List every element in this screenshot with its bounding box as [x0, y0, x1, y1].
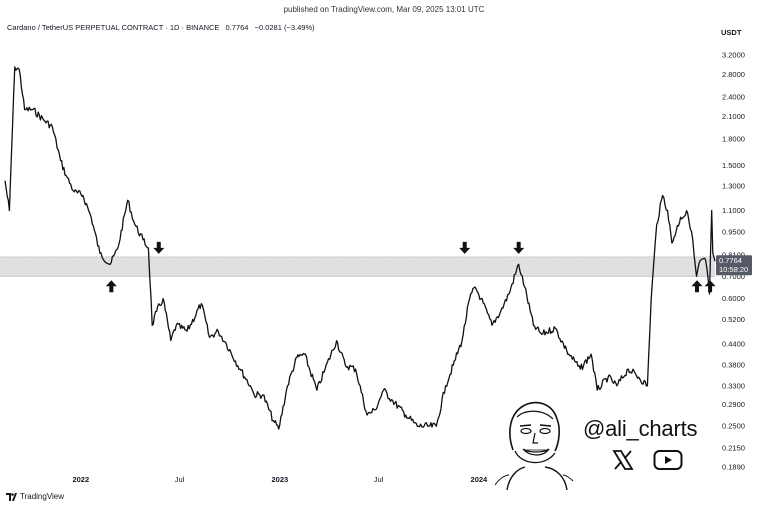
arrow-up-1	[105, 280, 117, 293]
y-tick-label: 3.2000	[722, 51, 745, 60]
y-tick-label: 0.9500	[722, 227, 745, 236]
y-tick-label: 0.6000	[722, 294, 745, 303]
tradingview-logo-icon	[6, 492, 17, 501]
y-tick-label: 1.3000	[722, 182, 745, 191]
support-zone	[0, 256, 715, 277]
y-tick-label: 1.5000	[722, 161, 745, 170]
author-handle: @ali_charts	[583, 416, 698, 441]
y-tick-label: 2.1000	[722, 112, 745, 121]
currency-unit-label: USDT	[721, 28, 742, 37]
y-tick-label: 0.3800	[722, 361, 745, 370]
arrow-down-3	[459, 241, 471, 254]
y-tick-label: 0.3300	[722, 381, 745, 390]
x-tick-label: Jul	[374, 475, 384, 484]
arrow-up-5	[691, 280, 703, 293]
y-tick-label: 0.8100	[722, 251, 745, 260]
y-tick-label: 0.5200	[722, 315, 745, 324]
y-tick-label: 1.8000	[722, 134, 745, 143]
author-watermark	[494, 395, 725, 491]
y-tick-label: 0.2900	[722, 400, 745, 409]
y-tick-label: 2.4000	[722, 92, 745, 101]
price-change: −0.0281 (−3.49%)	[254, 23, 315, 32]
y-tick-label: 2.8000	[722, 70, 745, 79]
y-tick-label: 0.1890	[722, 462, 745, 471]
author-portrait-icon	[494, 401, 574, 491]
x-tick-label: 2024	[471, 475, 489, 484]
x-tick-label: 2022	[72, 475, 89, 484]
y-tick-label: 0.2150	[722, 444, 745, 453]
x-tick-label: 2023	[271, 475, 288, 484]
arrow-annotations	[105, 241, 716, 293]
arrow-down-2	[153, 241, 165, 254]
price-line-layer	[4, 66, 716, 430]
y-tick-label: 0.2500	[722, 422, 745, 431]
x-axis[interactable]: 2022 Jul 2023 Jul 2024	[72, 475, 488, 484]
instrument-name: Cardano / TetherUS PERPETUAL CONTRACT · …	[7, 23, 220, 32]
arrow-down-4	[513, 241, 525, 254]
y-tick-label: 0.4400	[722, 339, 745, 348]
last-price-tag	[716, 255, 752, 276]
y-tick-label: 0.7000	[722, 272, 745, 281]
arrow-up-6	[704, 280, 716, 293]
price-line	[4, 66, 716, 430]
tradingview-brand[interactable]: TradingView	[6, 492, 64, 501]
last-price-tag-value: 0.7764	[719, 256, 742, 265]
x-logo-icon	[610, 448, 636, 472]
last-price-value: 0.7764	[225, 23, 249, 32]
tradingview-wordmark: TradingView	[20, 492, 65, 501]
y-axis[interactable]: 3.2000 2.8000 2.4000 2.1000 1.8000 1.5000 1.30…	[722, 51, 745, 472]
support-zone-layer	[0, 256, 715, 277]
publish-info: published on TradingView.com, Mar 09, 20…	[283, 5, 485, 14]
countdown-tag-value: 10:58:20	[719, 265, 748, 274]
y-tick-label: 1.1000	[722, 206, 745, 215]
symbol-legend: Cardano / TetherUS PERPETUAL CONTRACT · …	[7, 23, 315, 32]
x-tick-label: Jul	[175, 475, 185, 484]
youtube-icon	[652, 448, 684, 472]
